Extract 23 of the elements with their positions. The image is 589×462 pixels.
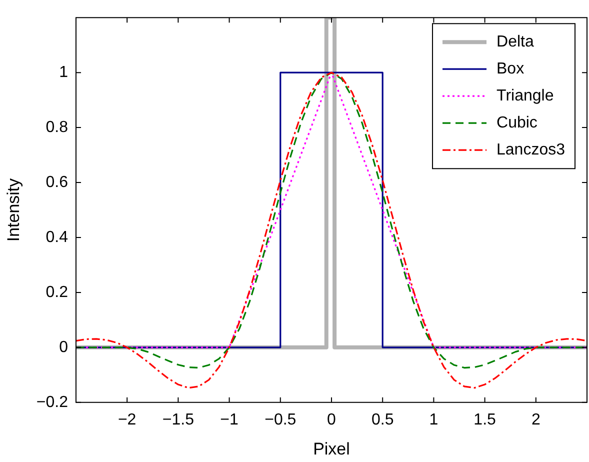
y-tick-label: −0.2 [36,394,68,411]
x-axis-title: Pixel [313,439,350,458]
y-tick-label: 0.6 [46,174,68,191]
y-tick-label: 1 [59,64,68,81]
x-tick-label: 1 [429,411,438,428]
legend-label: Box [496,60,524,78]
x-tick-label: −1.5 [162,411,194,428]
x-tick-label: −2 [118,411,136,428]
legend-label: Triangle [496,88,554,105]
x-tick-label: −1 [220,411,239,428]
x-tick-label: 0.5 [371,411,394,428]
x-tick-label: −0.5 [264,411,296,428]
legend-label: Lanczos3 [496,142,566,159]
legend-label: Cubic [496,114,538,132]
legend-label: Delta [496,34,534,51]
x-tick-label: 1.5 [474,411,496,428]
y-axis-title: Intensity [4,178,23,242]
x-tick-label: 0 [327,411,336,428]
y-tick-label: 0 [59,338,68,356]
y-tick-label: 0.4 [46,228,68,246]
x-tick-label: 2 [531,411,540,428]
y-tick-label: 0.2 [46,284,68,301]
y-tick-label: 0.8 [46,118,68,136]
